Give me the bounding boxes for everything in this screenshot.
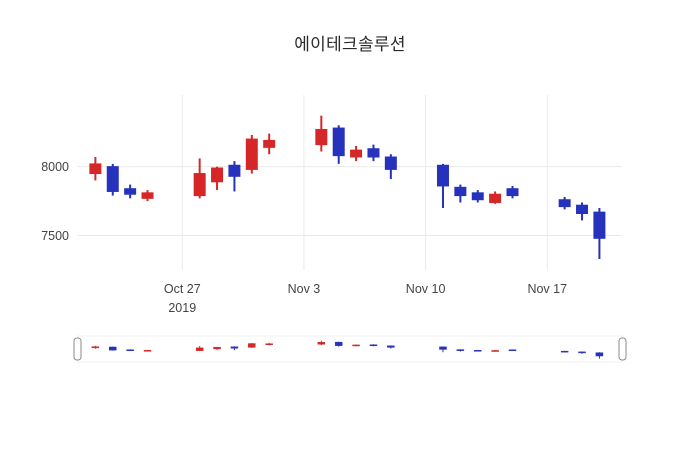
- candle[interactable]: [350, 145, 363, 162]
- candle[interactable]: [489, 191, 502, 204]
- candle[interactable]: [332, 125, 345, 164]
- rangeslider-track[interactable]: [77, 335, 623, 363]
- candle[interactable]: [141, 190, 154, 202]
- candle[interactable]: [263, 133, 276, 155]
- candle[interactable]: [124, 184, 137, 199]
- y-tick-label: 7500: [41, 229, 69, 243]
- x-tick-label: Oct 27: [164, 282, 201, 296]
- candle[interactable]: [471, 190, 484, 203]
- candle[interactable]: [89, 157, 102, 181]
- candle[interactable]: [211, 166, 224, 191]
- x-tick-sublabel: 2019: [168, 301, 196, 315]
- rangeslider-handle-right[interactable]: [618, 337, 627, 361]
- x-tick-label: Nov 3: [288, 282, 321, 296]
- y-tick-label: 8000: [41, 160, 69, 174]
- candle[interactable]: [228, 161, 241, 192]
- candle[interactable]: [506, 185, 519, 199]
- candle[interactable]: [558, 196, 571, 210]
- candle[interactable]: [436, 163, 449, 208]
- rangeslider[interactable]: [73, 335, 627, 363]
- x-tick-label: Nov 17: [527, 282, 567, 296]
- candlestick-series[interactable]: [89, 115, 606, 259]
- axis-tick-labels: 8000 7500 Oct 27 2019 Nov 3 Nov 10 Nov 17: [41, 160, 567, 315]
- candle[interactable]: [315, 115, 328, 152]
- candle[interactable]: [454, 184, 467, 203]
- gridlines: [78, 95, 622, 270]
- rangeslider-handle-left[interactable]: [73, 337, 82, 361]
- candle[interactable]: [106, 163, 119, 196]
- candle[interactable]: [245, 134, 258, 174]
- candle[interactable]: [384, 154, 397, 180]
- x-tick-label: Nov 10: [406, 282, 446, 296]
- candle[interactable]: [593, 207, 606, 259]
- candle[interactable]: [367, 144, 380, 162]
- chart-title: 에이테크솔루션: [294, 35, 406, 54]
- candle[interactable]: [576, 202, 589, 221]
- candle[interactable]: [193, 158, 206, 199]
